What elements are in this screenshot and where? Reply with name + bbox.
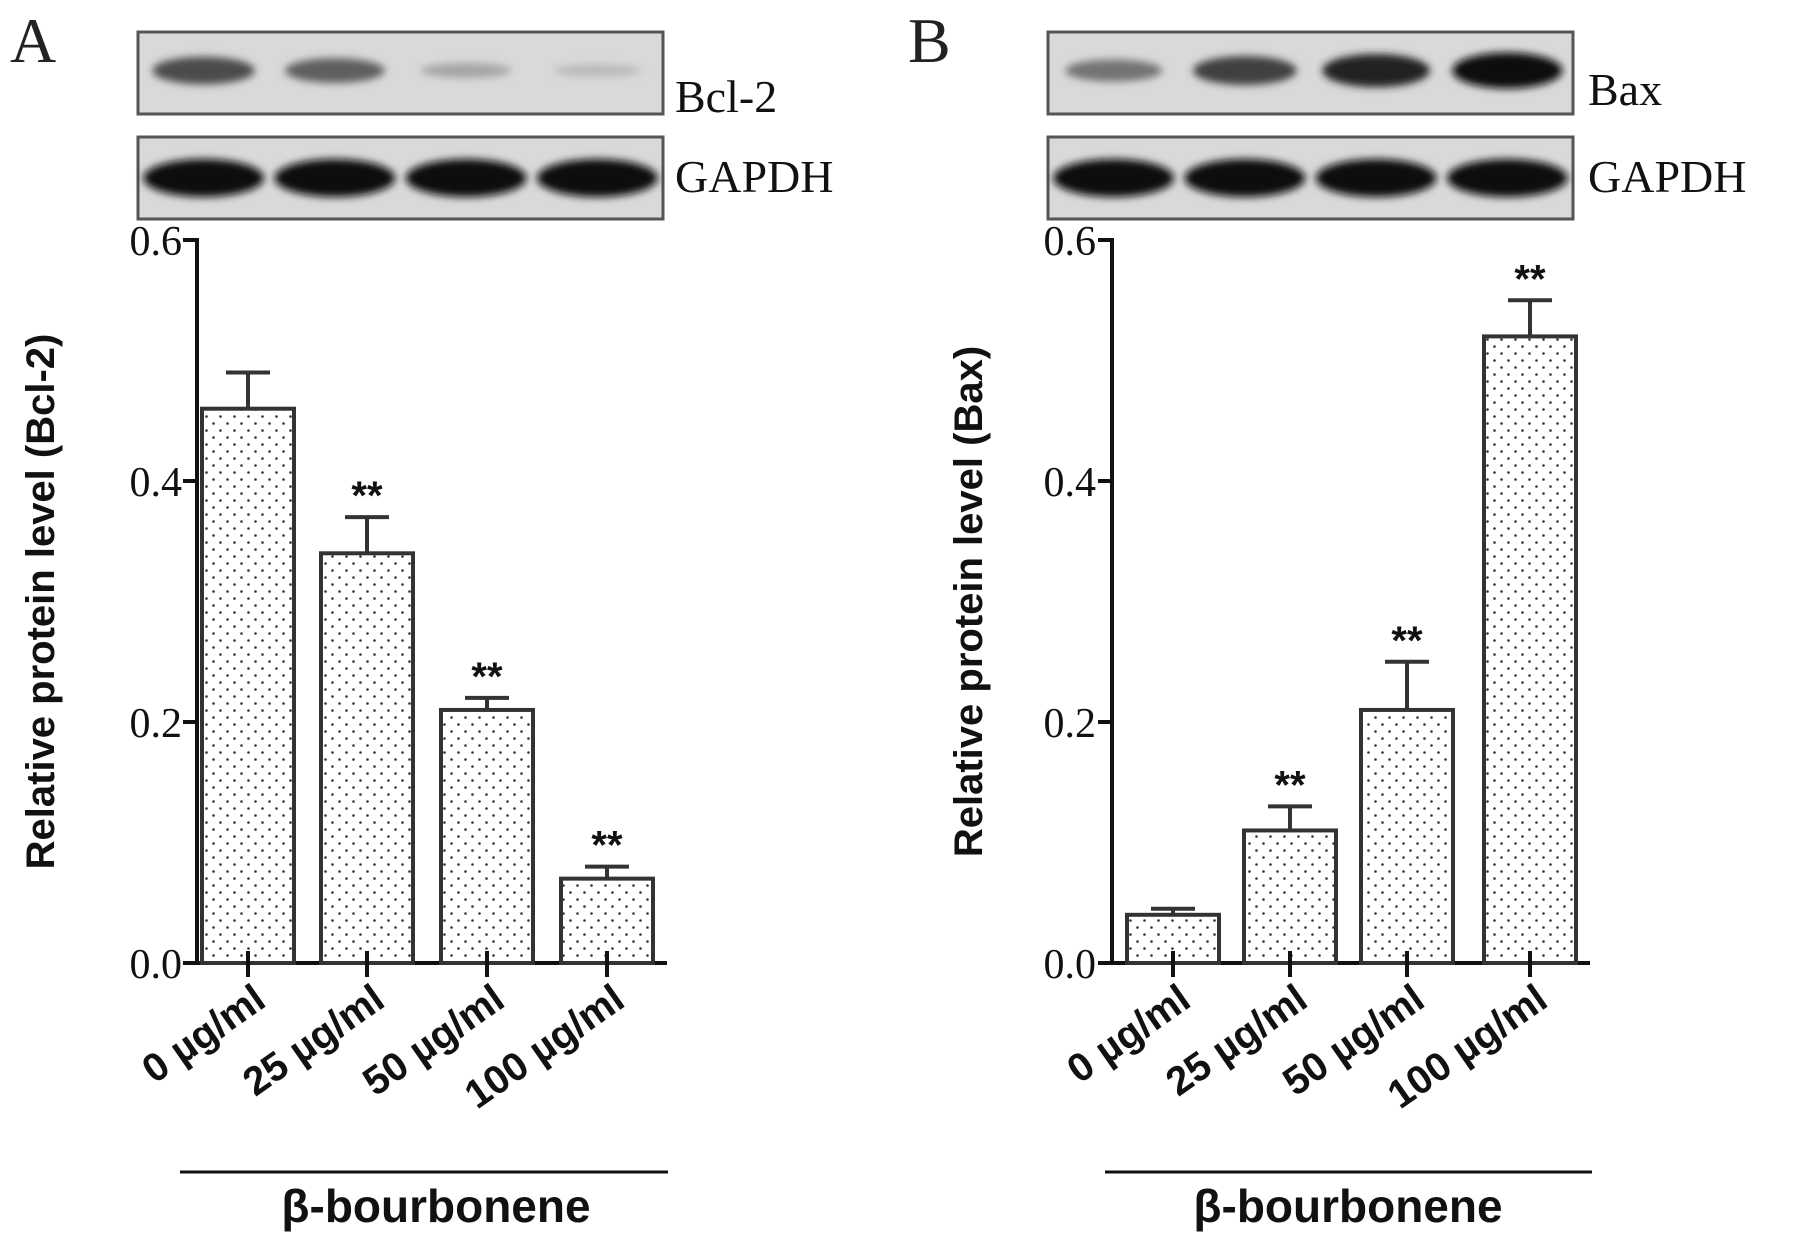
blot-band [1322, 53, 1430, 88]
blot-band [1315, 159, 1437, 197]
blot-gapdh: GAPDH [136, 135, 833, 221]
blot-band [143, 159, 264, 197]
blot-band [1193, 56, 1297, 86]
bar [559, 876, 655, 966]
blot-band [285, 58, 385, 83]
blot-band [274, 159, 396, 197]
blot-gapdh: GAPDH [1046, 135, 1746, 221]
bar [1359, 707, 1455, 966]
blot-target: Bcl-2 [136, 30, 777, 122]
y-tick-label: 0.6 [130, 219, 183, 265]
blot-band [420, 63, 512, 79]
panel-letter: A [10, 5, 56, 76]
blot-band [1065, 59, 1163, 82]
bar [319, 551, 415, 965]
panel-letter: B [908, 5, 951, 76]
y-tick-label: 0.4 [130, 460, 183, 506]
y-tick-label: 0.6 [1044, 219, 1097, 265]
blot-band [1452, 52, 1563, 89]
blot-band [405, 159, 527, 197]
y-tick-label: 0.2 [130, 701, 183, 747]
y-tick-label: 0.0 [1044, 942, 1097, 988]
blot-band [553, 64, 642, 77]
panel-b: B Bax GAPDH 0.0 0.2 0.4 0.6 Relative protein le… [908, 5, 1746, 1232]
panel-a: A Bcl-2 GAPDH 0.0 0.2 0.4 0.6 Relative protein … [10, 5, 833, 1232]
bar-chart: 0.0 0.2 0.4 0.6 Relative protein level (Bax)… [947, 219, 1592, 1232]
bar [439, 707, 535, 966]
significance-label: ** [471, 655, 503, 699]
significance-label: ** [351, 474, 383, 518]
bar-chart: 0.0 0.2 0.4 0.6 Relative protein level (Bcl-… [19, 219, 668, 1232]
bar [200, 406, 296, 965]
blot-band [1184, 159, 1306, 197]
significance-label: ** [591, 824, 623, 868]
blot-label: Bax [1588, 64, 1662, 115]
y-tick-label: 0.0 [130, 942, 183, 988]
blot-label: Bcl-2 [675, 71, 777, 122]
x-axis-label: β-bourbonene [1193, 1180, 1502, 1232]
y-tick-label: 0.2 [1044, 701, 1097, 747]
blot-band [152, 56, 255, 85]
blot-band [537, 159, 658, 197]
bar [1482, 334, 1578, 965]
blot-band [1447, 159, 1568, 197]
blot-label: GAPDH [1588, 151, 1746, 202]
blot-target: Bax [1046, 30, 1662, 116]
y-tick-label: 0.4 [1044, 460, 1097, 506]
y-axis-label: Relative protein level (Bcl-2) [19, 334, 63, 870]
blot-label: GAPDH [675, 151, 833, 202]
significance-label: ** [1274, 763, 1306, 807]
x-axis-label: β-bourbonene [281, 1180, 590, 1232]
blot-band [1053, 159, 1174, 197]
bar [1242, 828, 1338, 966]
significance-label: ** [1391, 619, 1423, 663]
y-axis-label: Relative protein level (Bax) [947, 346, 991, 857]
significance-label: ** [1514, 257, 1546, 301]
